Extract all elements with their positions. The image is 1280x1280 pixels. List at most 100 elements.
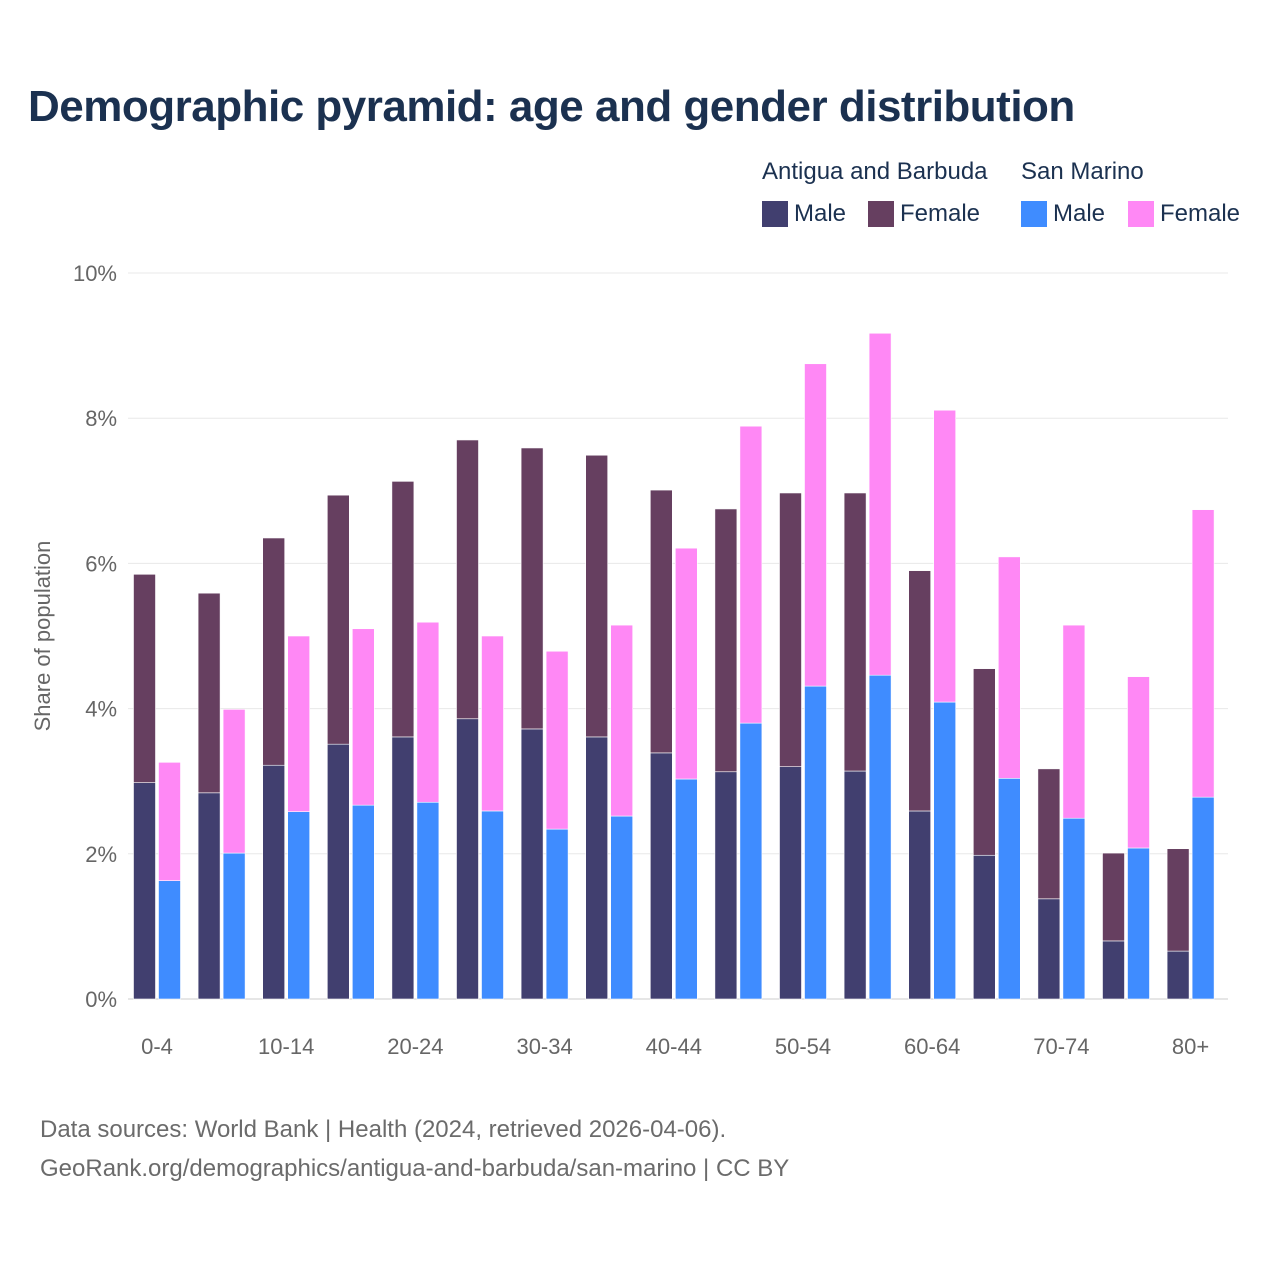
bar-antigua-and-barbuda-female-25-29[interactable]: [456, 439, 479, 720]
bar-san-marino-male-50-54[interactable]: [804, 685, 827, 1000]
bar-antigua-and-barbuda-female-60-64[interactable]: [908, 570, 932, 812]
bar-antigua-and-barbuda-female-65-69[interactable]: [972, 668, 996, 856]
bar-antigua-and-barbuda-female-20-24[interactable]: [391, 481, 415, 738]
bar-antigua-and-barbuda-male-75-79[interactable]: [1102, 940, 1125, 1000]
bar-antigua-and-barbuda-male-35-39[interactable]: [585, 736, 609, 1000]
bar-san-marino-male-70-74[interactable]: [1062, 817, 1086, 1000]
bar-san-marino-female-45-49[interactable]: [739, 425, 763, 724]
bar-san-marino-female-20-24[interactable]: [416, 621, 440, 803]
bar-san-marino-male-10-14[interactable]: [287, 811, 311, 1000]
bar-san-marino-male-45-49[interactable]: [739, 722, 763, 1000]
bar-san-marino-male-30-34[interactable]: [545, 828, 569, 1000]
legend-label: Female: [900, 200, 981, 227]
bar-san-marino-male-40-44[interactable]: [674, 778, 698, 1000]
bar-antigua-and-barbuda-male-10-14[interactable]: [262, 764, 286, 1000]
bar-san-marino-female-65-69[interactable]: [997, 556, 1021, 779]
bar-san-marino-male-15-19[interactable]: [351, 804, 375, 1000]
x-tick-label: 30-34: [516, 1034, 572, 1059]
bar-san-marino-female-55-59[interactable]: [868, 332, 892, 676]
bar-antigua-and-barbuda-male-15-19[interactable]: [326, 743, 350, 1000]
legend-swatch: [1128, 201, 1154, 227]
bar-antigua-and-barbuda-female-75-79[interactable]: [1102, 852, 1125, 942]
bar-antigua-and-barbuda-male-45-49[interactable]: [714, 771, 738, 1000]
footer-link[interactable]: GeoRank.org/demographics/antigua-and-bar…: [40, 1155, 790, 1182]
bar-antigua-and-barbuda-female-40-44[interactable]: [649, 489, 673, 754]
bar-san-marino-female-35-39[interactable]: [610, 624, 634, 817]
bar-san-marino-female-25-29[interactable]: [481, 635, 504, 812]
x-tick-label: 10-14: [258, 1034, 314, 1059]
legend-sm-male[interactable]: Male: [1021, 200, 1105, 228]
bar-san-marino-male-75-79[interactable]: [1127, 847, 1150, 1000]
bar-antigua-and-barbuda-male-5-9[interactable]: [197, 792, 221, 1000]
legend-ab-male[interactable]: Male: [762, 200, 846, 228]
x-axis-ticks: 0-4 10-14 20-24 30-34 40-44 50-54 60-64 70-74 80…: [141, 1034, 1209, 1059]
bar-san-marino-female-10-14[interactable]: [287, 635, 311, 812]
chart-title: Demographic pyramid: age and gender dist…: [28, 82, 1075, 131]
bar-san-marino-female-50-54[interactable]: [804, 363, 827, 687]
bar-antigua-and-barbuda-male-40-44[interactable]: [649, 752, 673, 1000]
x-tick-label: 40-44: [646, 1034, 702, 1059]
y-tick-label: 2%: [85, 842, 117, 867]
bar-antigua-and-barbuda-female-70-74[interactable]: [1037, 768, 1061, 900]
legend-label: Male: [794, 200, 847, 227]
bar-san-marino-female-80+[interactable]: [1191, 509, 1215, 798]
bar-antigua-and-barbuda-male-65-69[interactable]: [972, 854, 996, 1000]
bar-antigua-and-barbuda-female-0-4[interactable]: [133, 573, 156, 783]
bar-antigua-and-barbuda-male-0-4[interactable]: [133, 782, 156, 1000]
legend-swatch: [762, 201, 788, 227]
bar-san-marino-female-70-74[interactable]: [1062, 624, 1086, 819]
bar-antigua-and-barbuda-male-55-59[interactable]: [843, 770, 867, 1000]
bar-antigua-and-barbuda-female-15-19[interactable]: [326, 494, 350, 745]
y-tick-label: 10%: [73, 261, 117, 286]
x-tick-label: 80+: [1172, 1034, 1209, 1059]
legend-label: Male: [1053, 200, 1106, 227]
bar-san-marino-female-15-19[interactable]: [351, 628, 375, 806]
x-tick-label: 50-54: [775, 1034, 831, 1059]
bar-san-marino-male-0-4[interactable]: [158, 880, 181, 1000]
bar-antigua-and-barbuda-female-35-39[interactable]: [585, 454, 609, 738]
bar-san-marino-female-60-64[interactable]: [933, 409, 957, 703]
x-tick-label: 0-4: [141, 1034, 173, 1059]
bar-antigua-and-barbuda-male-80+[interactable]: [1166, 950, 1190, 1000]
bar-antigua-and-barbuda-male-25-29[interactable]: [456, 718, 479, 1000]
bar-san-marino-male-60-64[interactable]: [933, 701, 957, 1000]
bar-antigua-and-barbuda-male-50-54[interactable]: [779, 766, 802, 1000]
bar-san-marino-female-0-4[interactable]: [158, 762, 181, 881]
legend-swatch: [868, 201, 894, 227]
bar-antigua-and-barbuda-female-10-14[interactable]: [262, 537, 286, 766]
bar-san-marino-male-25-29[interactable]: [481, 810, 504, 1000]
legend-ab-female[interactable]: Female: [868, 200, 980, 228]
bar-san-marino-male-5-9[interactable]: [222, 852, 246, 1000]
bar-san-marino-male-35-39[interactable]: [610, 815, 634, 1000]
bar-san-marino-male-65-69[interactable]: [997, 777, 1021, 1000]
y-tick-label: 8%: [85, 406, 117, 431]
bar-antigua-and-barbuda-female-30-34[interactable]: [520, 447, 544, 730]
bar-antigua-and-barbuda-male-60-64[interactable]: [908, 810, 932, 1000]
bar-san-marino-male-20-24[interactable]: [416, 801, 440, 1000]
bar-antigua-and-barbuda-female-45-49[interactable]: [714, 508, 738, 773]
bar-antigua-and-barbuda-female-80+[interactable]: [1166, 848, 1190, 952]
y-tick-label: 0%: [85, 987, 117, 1012]
x-tick-label: 60-64: [904, 1034, 960, 1059]
bar-antigua-and-barbuda-male-20-24[interactable]: [391, 736, 415, 1000]
legend-swatch: [1021, 201, 1047, 227]
bar-antigua-and-barbuda-male-30-34[interactable]: [520, 728, 544, 1000]
bars: [133, 332, 1215, 1000]
bar-san-marino-female-30-34[interactable]: [545, 650, 569, 830]
legend-group-antigua: Antigua and Barbuda: [762, 158, 988, 185]
bar-antigua-and-barbuda-female-50-54[interactable]: [779, 492, 802, 767]
bar-san-marino-female-5-9[interactable]: [222, 709, 246, 854]
bar-antigua-and-barbuda-male-70-74[interactable]: [1037, 898, 1061, 1000]
bar-san-marino-male-80+[interactable]: [1191, 796, 1215, 1000]
bar-san-marino-female-40-44[interactable]: [674, 547, 698, 780]
legend-sm-female[interactable]: Female: [1128, 200, 1240, 228]
legend-group-san-marino: San Marino: [1021, 158, 1144, 185]
bar-san-marino-male-55-59[interactable]: [868, 674, 892, 1000]
y-tick-label: 6%: [85, 551, 117, 576]
bar-antigua-and-barbuda-female-55-59[interactable]: [843, 492, 867, 772]
bar-san-marino-female-75-79[interactable]: [1127, 676, 1150, 849]
y-tick-label: 4%: [85, 697, 117, 722]
x-tick-label: 20-24: [387, 1034, 443, 1059]
bar-antigua-and-barbuda-female-5-9[interactable]: [197, 592, 221, 794]
